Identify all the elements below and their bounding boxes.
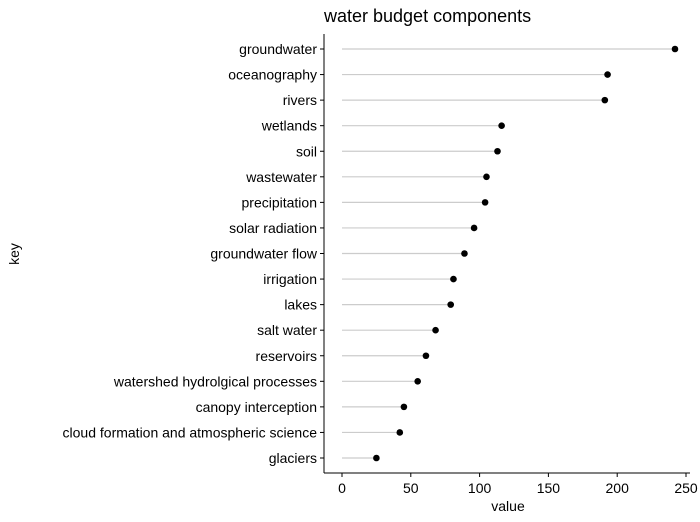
- category-label-16: glaciers: [269, 450, 317, 466]
- x-tick-label-2: 100: [468, 480, 492, 496]
- data-point-0: [671, 45, 679, 53]
- data-point-7: [470, 224, 478, 232]
- data-point-9: [450, 275, 457, 283]
- stem-group: [342, 48, 675, 459]
- data-point-8: [461, 250, 468, 257]
- category-label-14: canopy interception: [196, 399, 317, 415]
- y-axis-ticks: groundwater oceanography rivers wetlands soi…: [63, 41, 324, 466]
- data-point-12: [422, 352, 430, 360]
- category-label-8: groundwater flow: [210, 246, 318, 262]
- data-point-10: [447, 301, 455, 308]
- category-label-10: lakes: [284, 297, 317, 313]
- category-label-13: watershed hydrolgical processes: [113, 373, 317, 389]
- category-label-15: cloud formation and atmospheric science: [63, 424, 318, 440]
- category-label-6: precipitation: [242, 194, 318, 210]
- data-point-14: [400, 403, 408, 411]
- x-axis-title: value: [491, 498, 525, 514]
- data-point-5: [483, 173, 490, 181]
- category-label-3: wetlands: [261, 118, 317, 134]
- category-label-9: irrigation: [263, 271, 317, 287]
- x-tick-label-1: 50: [403, 480, 419, 496]
- data-point-2: [601, 96, 609, 104]
- category-label-2: rivers: [283, 92, 317, 108]
- data-point-6: [481, 199, 489, 206]
- data-point-3: [498, 122, 505, 129]
- chart-title: water budget components: [323, 6, 531, 26]
- category-label-4: soil: [296, 143, 317, 159]
- data-point-11: [432, 326, 439, 334]
- data-point-15: [396, 429, 404, 436]
- category-label-12: reservoirs: [256, 348, 317, 364]
- category-label-0: groundwater: [239, 41, 317, 57]
- data-point-13: [414, 378, 421, 385]
- data-point-16: [373, 454, 380, 462]
- category-label-1: oceanography: [228, 67, 317, 83]
- category-label-7: solar radiation: [229, 220, 317, 236]
- x-tick-label-5: 250: [674, 480, 698, 496]
- data-point-4: [494, 147, 501, 155]
- point-group: [373, 45, 679, 462]
- x-tick-label-4: 200: [606, 480, 630, 496]
- x-axis-ticks: 0 50 100 150 200 250: [338, 473, 698, 496]
- data-point-1: [604, 71, 611, 78]
- category-label-5: wastewater: [245, 169, 317, 185]
- x-tick-label-0: 0: [338, 480, 346, 496]
- x-tick-label-3: 150: [537, 480, 561, 496]
- category-label-11: salt water: [257, 322, 317, 338]
- y-axis-title: key: [6, 243, 22, 265]
